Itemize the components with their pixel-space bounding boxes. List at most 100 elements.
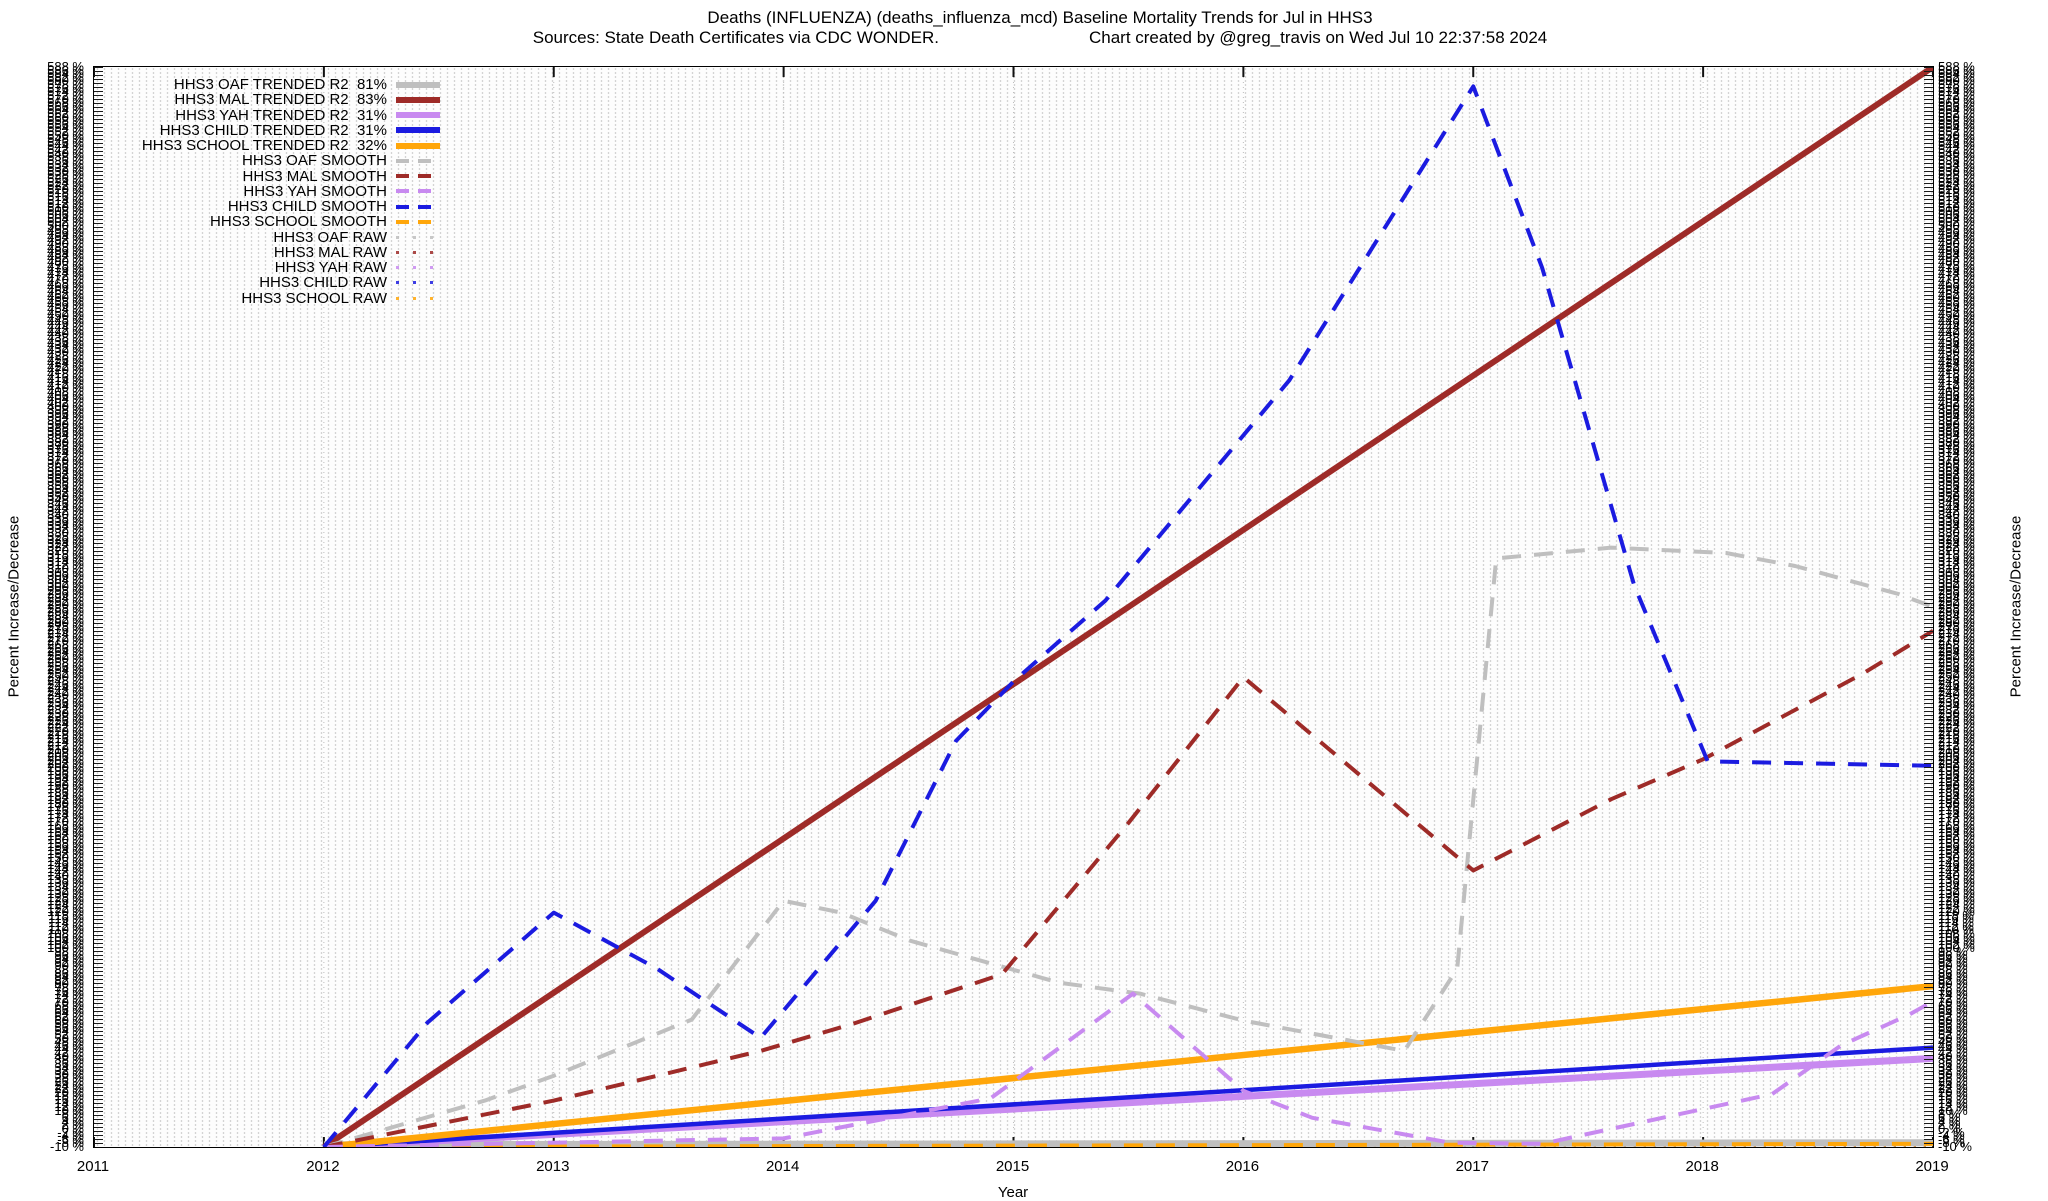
y-tick-label: 220 % bbox=[1938, 723, 1975, 739]
y-tick-label: 344 % bbox=[1938, 499, 1975, 515]
y-tick-label: 28 % bbox=[54, 1070, 84, 1086]
y-tick-label: -2 % bbox=[57, 1124, 84, 1140]
y-tick-label: 122 % bbox=[47, 900, 84, 916]
y-tick-label: 352 % bbox=[1938, 485, 1975, 501]
y-tick-label: 404 % bbox=[47, 391, 84, 407]
y-tick-label: 250 % bbox=[1938, 669, 1975, 685]
y-tick-label: 104 % bbox=[1938, 933, 1975, 949]
y-tick-label: 182 % bbox=[47, 792, 84, 808]
y-tick-label: 334 % bbox=[1938, 517, 1975, 533]
y-tick-label: 132 % bbox=[1938, 882, 1975, 898]
legend-line bbox=[396, 81, 440, 88]
y-tick-label: 342 % bbox=[1938, 503, 1975, 519]
y-tick-label: 488 % bbox=[47, 239, 84, 255]
y-tick-label: 422 % bbox=[47, 358, 84, 374]
legend-row-mal_smooth: HHS3 MAL SMOOTH bbox=[100, 168, 440, 185]
y-tick-label: 108 % bbox=[1938, 925, 1975, 941]
y-tick-label: 40 % bbox=[1938, 1048, 1968, 1064]
x-tick-label-2015: 2015 bbox=[995, 1158, 1030, 1175]
y-tick-label: 282 % bbox=[1938, 611, 1975, 627]
y-tick-label: 352 % bbox=[47, 485, 84, 501]
y-tick-label: 302 % bbox=[1938, 575, 1975, 591]
y-tick-label: 66 % bbox=[54, 1001, 84, 1017]
y-tick-label: 34 % bbox=[54, 1059, 84, 1075]
y-tick-label: 588 % bbox=[1938, 59, 1975, 74]
y-tick-label: 562 % bbox=[47, 105, 84, 121]
y-tick-label: 154 % bbox=[1938, 842, 1975, 858]
y-tick-label: 420 % bbox=[47, 362, 84, 378]
y-tick-label: 434 % bbox=[47, 337, 84, 353]
y-tick-label: 516 % bbox=[47, 189, 84, 205]
y-tick-label: 548 % bbox=[47, 131, 84, 147]
y-tick-label: 24 % bbox=[1938, 1077, 1968, 1093]
y-tick-label: -4 % bbox=[57, 1128, 84, 1144]
legend-line-sample-dotted bbox=[396, 230, 440, 245]
y-tick-label: 306 % bbox=[47, 568, 84, 584]
y-tick-label: 120 % bbox=[1938, 904, 1975, 920]
y-tick-label: 26 % bbox=[54, 1073, 84, 1089]
y-tick-label: 30 % bbox=[1938, 1066, 1968, 1082]
y-tick-label: 292 % bbox=[1938, 593, 1975, 609]
legend-line-sample-dotted bbox=[396, 275, 440, 290]
y-tick-label: 530 % bbox=[47, 163, 84, 179]
y-tick-label: 142 % bbox=[1938, 864, 1975, 880]
y-tick-label: 196 % bbox=[1938, 766, 1975, 782]
y-tick-label: 202 % bbox=[1938, 756, 1975, 772]
y-tick-label: 132 % bbox=[47, 882, 84, 898]
y-tick-label: 456 % bbox=[47, 297, 84, 313]
y-tick-label: 228 % bbox=[1938, 709, 1975, 725]
y-tick-label: 168 % bbox=[1938, 817, 1975, 833]
y-tick-label: 222 % bbox=[47, 720, 84, 735]
y-tick-label: -6 % bbox=[1938, 1131, 1965, 1147]
y-tick-label: 150 % bbox=[1938, 850, 1975, 866]
y-tick-label: 136 % bbox=[47, 875, 84, 891]
y-tick-label: 186 % bbox=[1938, 785, 1975, 801]
y-tick-label: 454 % bbox=[47, 301, 84, 316]
y-tick-label: 586 % bbox=[47, 62, 84, 78]
y-tick-label: 362 % bbox=[1938, 467, 1975, 483]
y-tick-label: 528 % bbox=[47, 167, 84, 183]
y-tick-label: 14 % bbox=[54, 1095, 84, 1111]
y-tick-label: 398 % bbox=[47, 402, 84, 418]
y-tick-label: 396 % bbox=[1938, 405, 1975, 421]
y-tick-label: 384 % bbox=[1938, 427, 1975, 443]
y-tick-label: 158 % bbox=[1938, 835, 1975, 851]
y-tick-label: 232 % bbox=[47, 701, 84, 717]
legend-row-child_raw: HHS3 CHILD RAW bbox=[100, 274, 440, 291]
y-tick-label: 180 % bbox=[1938, 795, 1975, 811]
y-tick-label: 250 % bbox=[47, 669, 84, 685]
legend-row-school_raw: HHS3 SCHOOL RAW bbox=[100, 290, 440, 307]
y-tick-label: 120 % bbox=[47, 904, 84, 920]
y-tick-label: 134 % bbox=[1938, 878, 1975, 894]
y-tick-label: 222 % bbox=[1938, 720, 1975, 735]
y-tick-label: 394 % bbox=[47, 409, 84, 425]
y-tick-label: 86 % bbox=[54, 965, 84, 981]
y-tick-label: 42 % bbox=[54, 1045, 84, 1061]
y-tick-label: 388 % bbox=[1938, 420, 1975, 436]
y-tick-label: 356 % bbox=[47, 477, 84, 493]
legend-line bbox=[396, 266, 440, 270]
y-tick-label: 58 % bbox=[1938, 1016, 1968, 1032]
y-tick-label: 556 % bbox=[47, 116, 84, 132]
y-tick-label: 200 % bbox=[1938, 759, 1975, 775]
y-tick-label: 230 % bbox=[47, 705, 84, 721]
y-tick-label: 270 % bbox=[1938, 633, 1975, 649]
y-tick-label: 356 % bbox=[1938, 477, 1975, 493]
y-tick-label: 284 % bbox=[1938, 608, 1975, 624]
y-tick-label: 584 % bbox=[47, 66, 84, 82]
y-tick-label: 304 % bbox=[1938, 571, 1975, 587]
y-tick-label: 294 % bbox=[47, 589, 84, 605]
y-tick-label: 232 % bbox=[1938, 701, 1975, 717]
y-tick-label: 582 % bbox=[47, 69, 84, 85]
y-tick-label: 378 % bbox=[1938, 438, 1975, 454]
y-tick-label: 36 % bbox=[54, 1055, 84, 1071]
y-tick-label: 552 % bbox=[47, 124, 84, 140]
y-tick-label: 458 % bbox=[47, 293, 84, 309]
y-tick-label: 486 % bbox=[47, 243, 84, 259]
y-tick-label: 324 % bbox=[47, 535, 84, 551]
y-tick-label: 164 % bbox=[47, 824, 84, 840]
y-tick-label: 44 % bbox=[54, 1041, 84, 1057]
legend-line bbox=[396, 127, 440, 134]
y-tick-label: 124 % bbox=[47, 896, 84, 912]
y-tick-label: 412 % bbox=[1938, 376, 1975, 392]
